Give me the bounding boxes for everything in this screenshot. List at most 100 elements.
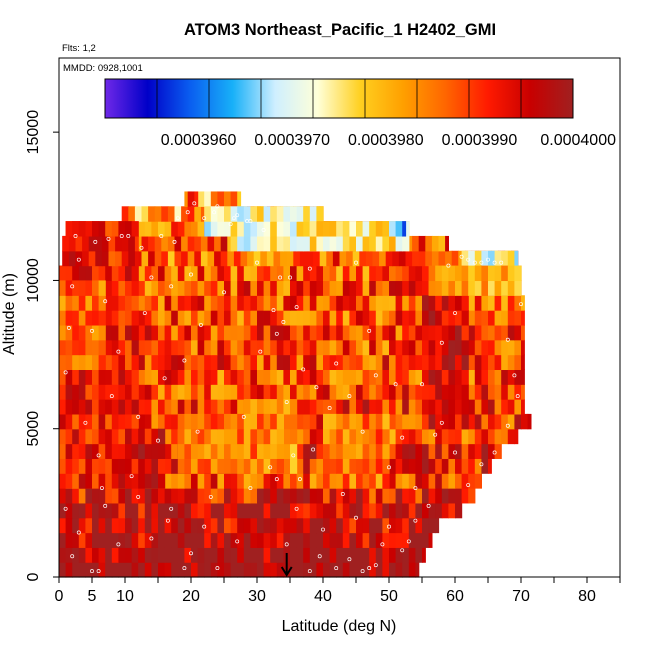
heatmap-cell	[138, 295, 146, 311]
heatmap-cell	[342, 502, 350, 519]
heatmap-cell	[507, 295, 515, 311]
heatmap-cell	[329, 339, 337, 356]
heatmap-cell	[217, 280, 225, 296]
heatmap-cell	[408, 339, 416, 356]
heatmap-cell	[408, 562, 416, 578]
heatmap-feature-cell	[382, 413, 390, 430]
heatmap-cell	[389, 324, 397, 341]
heatmap-cell	[415, 428, 423, 445]
heatmap-feature-cell	[455, 339, 463, 356]
heatmap-cell	[144, 265, 152, 282]
heatmap-cell	[171, 428, 179, 445]
heatmap-feature-cell	[474, 265, 482, 282]
heatmap-feature-cell	[276, 221, 284, 237]
heatmap-cell	[197, 502, 205, 519]
heatmap-cell	[243, 384, 251, 400]
heatmap-feature-cell	[62, 250, 70, 267]
heatmap-feature-cell	[336, 473, 344, 489]
heatmap-cell	[448, 502, 456, 519]
heatmap-feature-cell	[375, 473, 383, 489]
heatmap-cell	[329, 562, 337, 578]
heatmap-feature-cell	[395, 221, 403, 237]
heatmap-cell	[184, 399, 192, 415]
sample-point	[426, 503, 431, 508]
heatmap-cell	[270, 384, 278, 400]
heatmap-cell	[210, 280, 218, 296]
heatmap-cell	[171, 532, 179, 548]
heatmap-feature-cell	[105, 295, 113, 311]
heatmap-cell	[372, 250, 380, 267]
heatmap-cell	[336, 310, 344, 326]
heatmap-cell	[342, 384, 350, 400]
heatmap-cell	[362, 339, 370, 356]
heatmap-cell	[217, 517, 225, 534]
heatmap-cell	[224, 280, 232, 296]
heatmap-feature-cell	[92, 310, 100, 326]
sample-point	[248, 219, 253, 224]
heatmap-cell	[336, 339, 344, 356]
heatmap-feature-cell	[111, 473, 119, 489]
heatmap-cell	[507, 384, 515, 400]
heatmap-feature-cell	[501, 280, 509, 296]
heatmap-cell	[408, 324, 416, 341]
heatmap-cell	[507, 399, 515, 415]
heatmap-feature-cell	[65, 399, 73, 415]
heatmap-cell	[349, 310, 357, 326]
heatmap-feature-cell	[455, 384, 463, 400]
heatmap-cell	[369, 265, 377, 282]
heatmap-cell	[210, 562, 218, 578]
heatmap-cell	[422, 488, 430, 504]
heatmap-feature-cell	[395, 235, 403, 252]
heatmap-feature-cell	[362, 221, 370, 237]
heatmap-feature-cell	[349, 413, 357, 430]
heatmap-feature-cell	[428, 265, 436, 282]
sample-point	[387, 524, 391, 529]
heatmap-feature-cell	[204, 458, 212, 474]
heatmap-cell	[59, 562, 67, 578]
heatmap-feature-cell	[362, 413, 370, 430]
heatmap-cell	[191, 562, 199, 578]
heatmap-cell	[303, 532, 311, 548]
heatmap-cell	[303, 339, 311, 356]
heatmap-cell	[243, 517, 251, 534]
heatmap-cell	[138, 488, 146, 504]
heatmap-cell	[217, 547, 225, 563]
heatmap-cell	[270, 369, 278, 385]
heatmap-feature-cell	[428, 399, 436, 415]
heatmap-cell	[158, 547, 166, 563]
heatmap-feature-cell	[461, 369, 469, 385]
x-tick-label: 30	[248, 588, 266, 605]
heatmap-feature-cell	[224, 428, 232, 445]
heatmap-cell	[395, 562, 403, 578]
heatmap-feature-cell	[448, 339, 456, 356]
heatmap-cell	[402, 517, 410, 534]
heatmap-cell	[461, 458, 469, 474]
heatmap-cell	[362, 369, 370, 385]
heatmap-cell	[316, 399, 324, 415]
heatmap-feature-cell	[78, 413, 86, 430]
heatmap-feature-cell	[356, 235, 364, 252]
heatmap-cell	[402, 488, 410, 504]
heatmap-cell	[362, 488, 370, 504]
sample-point	[175, 216, 180, 221]
heatmap-cell	[250, 324, 258, 341]
heatmap-feature-cell	[131, 473, 139, 489]
heatmap-cell	[237, 265, 245, 282]
heatmap-cell	[402, 399, 410, 415]
heatmap-cell	[402, 265, 410, 282]
heatmap-feature-cell	[257, 206, 265, 222]
heatmap-feature-cell	[98, 428, 106, 445]
heatmap-cell	[382, 547, 390, 563]
heatmap-feature-cell	[125, 295, 133, 311]
heatmap-cell	[323, 517, 331, 534]
heatmap-feature-cell	[105, 324, 113, 341]
heatmap-cell	[237, 488, 245, 504]
heatmap-cell	[402, 295, 410, 311]
heatmap-cell	[316, 532, 324, 548]
heatmap-cell	[389, 265, 397, 282]
heatmap-cell	[217, 488, 225, 504]
sample-point	[182, 358, 187, 363]
heatmap-feature-cell	[461, 384, 469, 400]
heatmap-cell	[389, 384, 397, 400]
heatmap-cell	[263, 502, 271, 519]
